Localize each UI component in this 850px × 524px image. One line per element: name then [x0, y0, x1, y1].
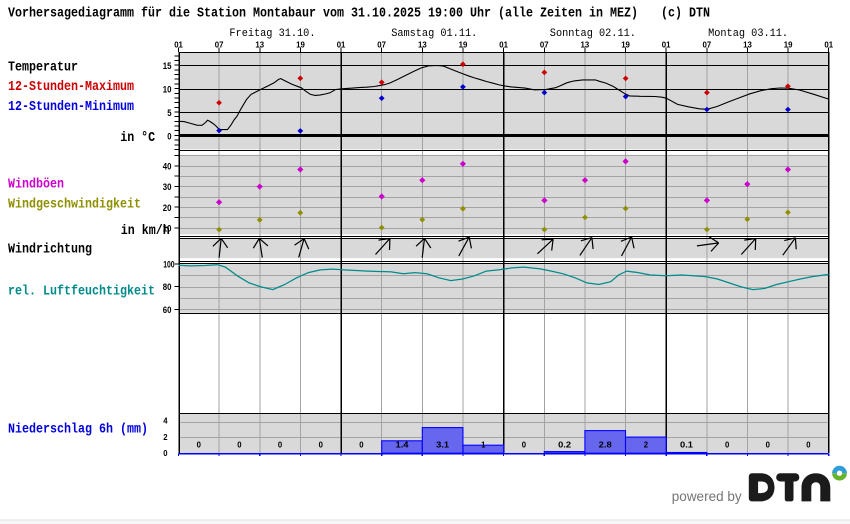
svg-text:07: 07 — [540, 40, 549, 50]
svg-text:Windgeschwindigkeit: Windgeschwindigkeit — [8, 197, 141, 213]
svg-text:19: 19 — [296, 40, 305, 50]
svg-text:in °C: in °C — [120, 130, 155, 146]
svg-text:Windrichtung: Windrichtung — [8, 242, 92, 258]
svg-text:12-Stunden-Maximum: 12-Stunden-Maximum — [8, 79, 134, 95]
svg-text:0.1: 0.1 — [680, 440, 693, 450]
svg-text:01: 01 — [337, 40, 346, 50]
svg-text:12-Stunden-Minimum: 12-Stunden-Minimum — [8, 99, 134, 115]
svg-text:10: 10 — [163, 84, 172, 94]
svg-text:4: 4 — [163, 416, 168, 426]
svg-text:powered by: powered by — [672, 489, 742, 504]
svg-text:01: 01 — [662, 40, 671, 50]
svg-text:80: 80 — [163, 282, 172, 292]
svg-text:0: 0 — [522, 440, 527, 450]
svg-text:13: 13 — [255, 40, 264, 50]
svg-text:0: 0 — [319, 440, 324, 450]
svg-text:0: 0 — [163, 448, 168, 458]
svg-text:0: 0 — [359, 440, 364, 450]
svg-text:Temperatur: Temperatur — [8, 60, 78, 76]
svg-text:01: 01 — [174, 40, 183, 50]
svg-text:in km/h: in km/h — [121, 223, 170, 239]
svg-text:Samstag 01.11.: Samstag 01.11. — [391, 28, 477, 40]
svg-text:1: 1 — [481, 440, 486, 450]
svg-text:0: 0 — [806, 440, 811, 450]
svg-text:13: 13 — [743, 40, 752, 50]
svg-text:Sonntag 02.11.: Sonntag 02.11. — [550, 28, 636, 40]
svg-text:0: 0 — [278, 440, 283, 450]
svg-text:07: 07 — [215, 40, 224, 50]
svg-text:01: 01 — [499, 40, 508, 50]
svg-text:0: 0 — [725, 440, 730, 450]
svg-text:(c) DTN: (c) DTN — [661, 6, 710, 22]
svg-text:19: 19 — [459, 40, 468, 50]
svg-text:19: 19 — [784, 40, 793, 50]
svg-text:Freitag 31.10.: Freitag 31.10. — [229, 28, 315, 40]
svg-text:13: 13 — [418, 40, 427, 50]
svg-text:2: 2 — [644, 440, 649, 450]
svg-text:10: 10 — [163, 223, 172, 233]
svg-text:2.8: 2.8 — [599, 440, 612, 450]
svg-text:13: 13 — [581, 40, 590, 50]
svg-text:Montag 03.11.: Montag 03.11. — [708, 28, 788, 40]
svg-text:07: 07 — [377, 40, 386, 50]
svg-text:rel. Luftfeuchtigkeit: rel. Luftfeuchtigkeit — [8, 283, 155, 299]
svg-text:0.2: 0.2 — [558, 440, 571, 450]
svg-text:19: 19 — [621, 40, 630, 50]
svg-text:20: 20 — [163, 203, 172, 213]
svg-text:07: 07 — [703, 40, 712, 50]
svg-text:Vorhersagediagramm für die Sta: Vorhersagediagramm für die Station Monta… — [8, 6, 638, 22]
svg-text:0: 0 — [167, 131, 171, 141]
svg-text:30: 30 — [163, 182, 172, 192]
svg-text:2: 2 — [163, 432, 168, 442]
svg-text:0: 0 — [766, 440, 771, 450]
svg-text:0: 0 — [237, 440, 242, 450]
svg-text:40: 40 — [163, 162, 172, 172]
svg-text:60: 60 — [163, 305, 172, 315]
svg-text:100: 100 — [163, 260, 174, 270]
svg-text:Niederschlag 6h (mm): Niederschlag 6h (mm) — [8, 422, 148, 438]
svg-text:15: 15 — [163, 61, 172, 71]
svg-text:01: 01 — [824, 40, 833, 50]
svg-text:Windböen: Windböen — [8, 177, 64, 193]
svg-text:5: 5 — [167, 108, 171, 118]
svg-text:0: 0 — [197, 440, 202, 450]
svg-text:1.4: 1.4 — [396, 440, 409, 450]
svg-text:3.1: 3.1 — [436, 440, 449, 450]
